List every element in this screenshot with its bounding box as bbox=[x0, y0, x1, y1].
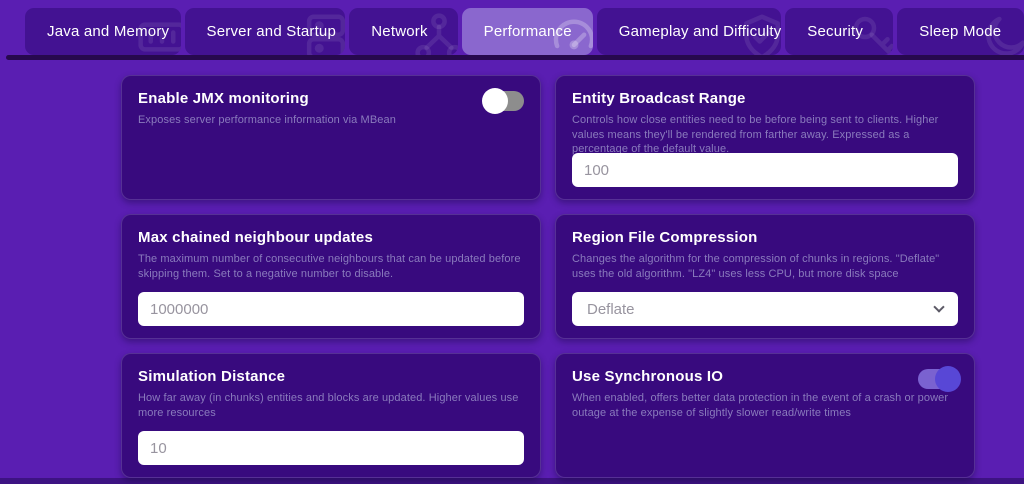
setting-card-max-chained-neighbour-updates: Max chained neighbour updates The maximu… bbox=[121, 214, 541, 339]
setting-title: Region File Compression bbox=[572, 229, 758, 246]
setting-card-use-synchronous-io: Use Synchronous IO When enabled, offers … bbox=[555, 353, 975, 478]
bottom-edge-shade bbox=[0, 478, 1024, 484]
entity-broadcast-range-input[interactable] bbox=[572, 153, 958, 187]
setting-description: Controls how close entities need to be b… bbox=[572, 114, 939, 155]
settings-grid: Enable JMX monitoring Exposes server per… bbox=[121, 75, 975, 478]
tab-bar-underline bbox=[6, 55, 1024, 60]
setting-card-simulation-distance: Simulation Distance How far away (in chu… bbox=[121, 353, 541, 478]
tab-label: Performance bbox=[483, 23, 572, 40]
setting-title: Use Synchronous IO bbox=[572, 368, 724, 385]
tab-security[interactable]: Security bbox=[785, 8, 894, 55]
setting-title: Enable JMX monitoring bbox=[138, 90, 309, 107]
setting-card-entity-broadcast-range: Entity Broadcast Range Controls how clos… bbox=[555, 75, 975, 200]
select-value: Deflate bbox=[587, 300, 635, 318]
tab-label: Server and Startup bbox=[206, 23, 337, 40]
tab-label: Sleep Mode bbox=[919, 23, 1002, 40]
tab-label: Network bbox=[371, 23, 428, 40]
tab-label: Gameplay and Difficulty bbox=[618, 23, 782, 40]
tab-sleep-mode[interactable]: Sleep Mode bbox=[897, 8, 1024, 55]
tab-java-and-memory[interactable]: Java and Memory bbox=[25, 8, 181, 55]
chevron-down-icon bbox=[933, 301, 945, 313]
tab-performance[interactable]: Performance bbox=[461, 8, 593, 55]
settings-tab-bar: Java and Memory Server and Startup Netwo… bbox=[25, 8, 1024, 55]
tab-gameplay-and-difficulty[interactable]: Gameplay and Difficulty bbox=[596, 8, 782, 55]
setting-description: Exposes server performance information v… bbox=[138, 114, 396, 126]
max-chained-neighbour-updates-input[interactable] bbox=[138, 292, 524, 326]
jmx-monitoring-toggle[interactable] bbox=[482, 88, 524, 114]
region-file-compression-select[interactable]: Deflate bbox=[572, 292, 958, 326]
toggle-knob bbox=[935, 366, 961, 392]
tab-network[interactable]: Network bbox=[349, 8, 458, 55]
setting-card-enable-jmx-monitoring: Enable JMX monitoring Exposes server per… bbox=[121, 75, 541, 200]
toggle-knob bbox=[482, 88, 508, 114]
setting-title: Simulation Distance bbox=[138, 368, 286, 385]
setting-title: Max chained neighbour updates bbox=[138, 229, 373, 246]
setting-description: Changes the algorithm for the compressio… bbox=[572, 253, 940, 280]
setting-title: Entity Broadcast Range bbox=[572, 90, 746, 107]
tab-label: Security bbox=[807, 23, 864, 40]
tab-label: Java and Memory bbox=[47, 23, 170, 40]
setting-description: When enabled, offers better data protect… bbox=[572, 392, 949, 419]
setting-description: The maximum number of consecutive neighb… bbox=[138, 253, 521, 280]
tab-server-and-startup[interactable]: Server and Startup bbox=[184, 8, 346, 55]
synchronous-io-toggle[interactable] bbox=[918, 366, 961, 392]
simulation-distance-input[interactable] bbox=[138, 431, 524, 465]
setting-description: How far away (in chunks) entities and bl… bbox=[138, 392, 519, 419]
setting-card-region-file-compression: Region File Compression Changes the algo… bbox=[555, 214, 975, 339]
